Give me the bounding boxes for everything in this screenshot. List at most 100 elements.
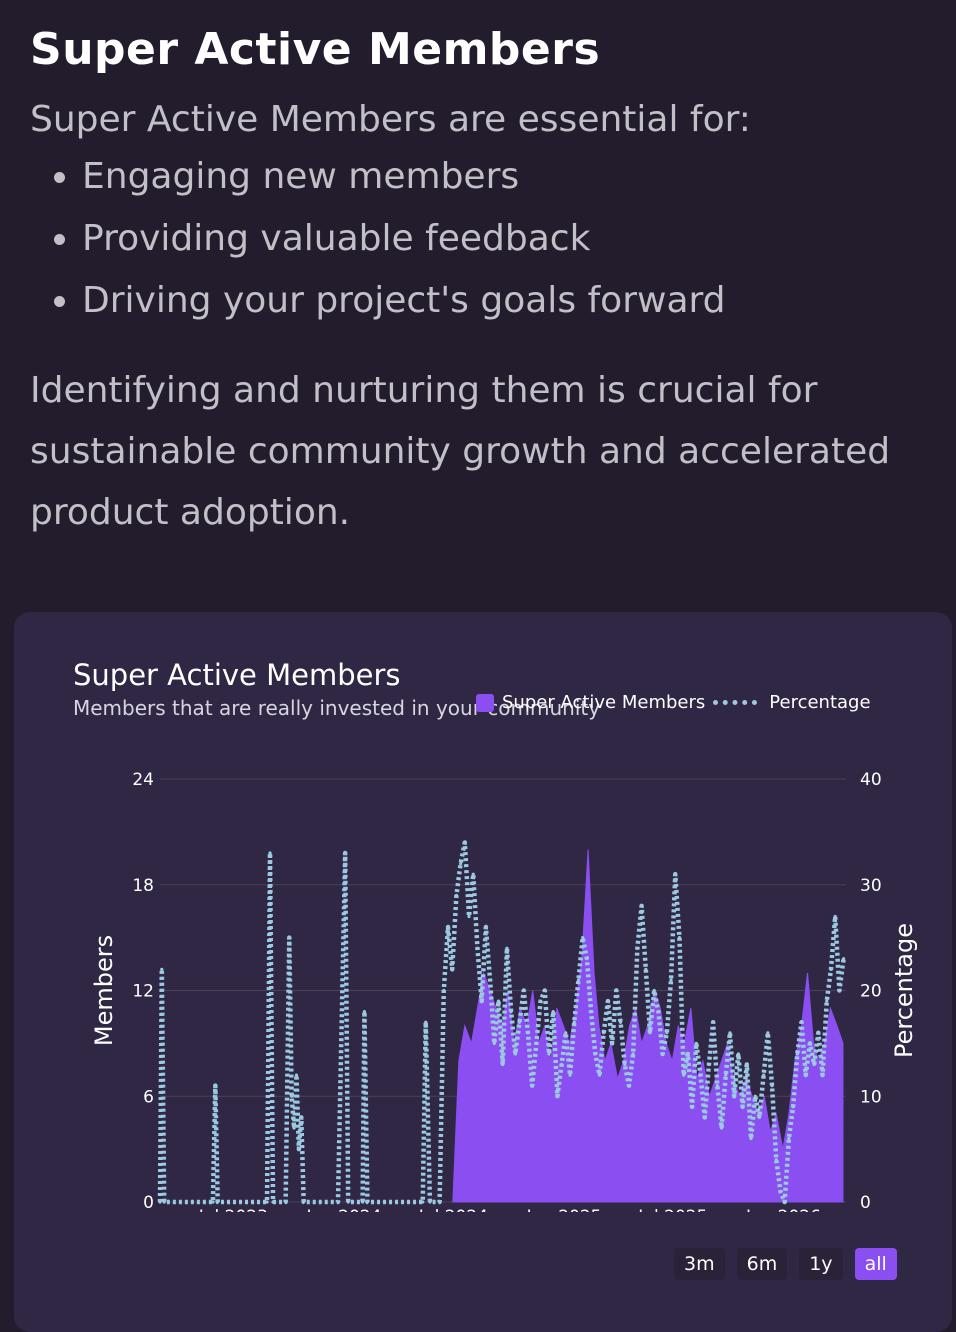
list-item: Driving your project's goals forward bbox=[82, 270, 930, 332]
x-tick-label: Jul 2023 bbox=[198, 1207, 268, 1212]
percentage-point bbox=[829, 967, 833, 971]
percentage-point bbox=[505, 946, 509, 950]
percentage-point bbox=[454, 893, 459, 897]
percentage-point bbox=[724, 1073, 728, 1077]
percentage-point bbox=[770, 1084, 774, 1088]
percentage-point bbox=[719, 1126, 724, 1130]
percentage-point bbox=[602, 1031, 606, 1035]
percentage-point bbox=[450, 967, 454, 971]
x-tick-label: Jan 2024 bbox=[306, 1207, 382, 1212]
percentage-point bbox=[597, 1073, 602, 1077]
range-button-all[interactable]: all bbox=[854, 1248, 897, 1280]
range-button-3m[interactable]: 3m bbox=[674, 1248, 725, 1280]
legend-label-percentage[interactable]: Percentage bbox=[769, 692, 871, 713]
percentage-point bbox=[292, 1126, 296, 1130]
intro-paragraph: Identifying and nurturing them is crucia… bbox=[30, 370, 891, 533]
percentage-point bbox=[576, 978, 581, 982]
percentage-point bbox=[703, 1115, 707, 1119]
percentage-point bbox=[162, 1200, 166, 1204]
percentage-point bbox=[728, 1031, 732, 1035]
list-item: Engaging new members bbox=[82, 146, 930, 208]
percentage-point bbox=[648, 1031, 652, 1035]
percentage-point bbox=[812, 1062, 816, 1067]
percentage-point bbox=[213, 1084, 217, 1088]
range-button-6m[interactable]: 6m bbox=[736, 1248, 788, 1280]
percentage-point bbox=[437, 1200, 442, 1204]
percentage-point bbox=[816, 1031, 820, 1035]
percentage-point bbox=[471, 872, 475, 876]
legend-label-members[interactable]: Super Active Members bbox=[502, 692, 706, 713]
percentage-point bbox=[459, 862, 463, 866]
percentage-point bbox=[837, 988, 841, 993]
percentage-point bbox=[791, 1105, 795, 1109]
chart-area: 0 6 12 18 24 0 10 20 30 40 Jul 2023 Jan 2024 Jul 202… bbox=[90, 770, 918, 1212]
percentage-point bbox=[825, 999, 829, 1003]
percentage-point bbox=[682, 1073, 686, 1077]
percentage-point bbox=[736, 1052, 740, 1056]
percentage-point bbox=[656, 1010, 661, 1014]
percentage-point bbox=[606, 999, 610, 1003]
percentage-point bbox=[343, 851, 347, 855]
percentage-point bbox=[762, 1073, 766, 1077]
percentage-point bbox=[158, 1200, 162, 1204]
percentage-point bbox=[551, 1010, 555, 1014]
percentage-point bbox=[635, 946, 639, 950]
percentage-point bbox=[211, 1200, 215, 1204]
percentage-point bbox=[538, 999, 543, 1003]
percentage-point bbox=[753, 1094, 757, 1098]
range-button-1y[interactable]: 1y bbox=[799, 1248, 843, 1280]
x-tick-label: Jan 2026 bbox=[745, 1207, 821, 1212]
legend-swatch-line[interactable] bbox=[713, 700, 758, 705]
percentage-point bbox=[589, 1010, 593, 1014]
chart-legend: Super Active Members Percentage bbox=[476, 692, 871, 713]
y2-tick-label: 0 bbox=[860, 1193, 871, 1212]
percentage-point bbox=[555, 1094, 560, 1098]
percentage-point bbox=[627, 1084, 631, 1088]
chart-card: 0 6 12 18 24 0 10 20 30 40 Jul 2023 Jan 2024 Jul 202… bbox=[14, 612, 952, 1332]
percentage-point bbox=[361, 1200, 365, 1204]
percentage-point bbox=[694, 1041, 698, 1045]
percentage-point bbox=[715, 1084, 719, 1088]
y-tick-label: 12 bbox=[132, 982, 154, 1002]
percentage-point bbox=[265, 1200, 269, 1204]
percentage-point bbox=[294, 1073, 299, 1077]
percentage-point bbox=[686, 1052, 690, 1056]
legend-swatch-bars[interactable] bbox=[476, 693, 494, 712]
percentage-point bbox=[610, 1041, 614, 1045]
percentage-point bbox=[804, 1073, 808, 1077]
percentage-point bbox=[560, 1062, 564, 1067]
percentage-point bbox=[568, 1073, 572, 1077]
chart-subtitle: Members that are really invested in your… bbox=[73, 696, 601, 720]
percentage-point bbox=[424, 1020, 428, 1024]
y2-tick-label: 20 bbox=[860, 982, 882, 1002]
percentage-point bbox=[297, 1147, 301, 1151]
percentage-point bbox=[362, 1010, 367, 1014]
percentage-point bbox=[428, 1200, 432, 1204]
percentage-point bbox=[287, 936, 291, 940]
percentage-point bbox=[513, 1052, 517, 1056]
percentage-point bbox=[467, 914, 471, 919]
percentage-point bbox=[543, 988, 547, 993]
percentage-point bbox=[833, 914, 837, 919]
percentage-point bbox=[808, 1041, 812, 1045]
percentage-point bbox=[271, 1200, 275, 1204]
percentage-point bbox=[661, 1052, 665, 1056]
y-tick-label: 18 bbox=[132, 876, 154, 896]
x-tick-label: Jul 2025 bbox=[637, 1207, 707, 1212]
percentage-point bbox=[290, 1094, 294, 1098]
percentage-point bbox=[585, 957, 589, 961]
percentage-point bbox=[614, 988, 618, 993]
percentage-point bbox=[475, 946, 480, 950]
percentage-point bbox=[707, 1062, 711, 1067]
y2-tick-label: 40 bbox=[860, 770, 882, 790]
percentage-point bbox=[732, 1094, 736, 1098]
percentage-point bbox=[778, 1189, 783, 1194]
percentage-point bbox=[581, 936, 585, 940]
percentage-point bbox=[749, 1136, 753, 1141]
intro-lead: Super Active Members are essential for: bbox=[30, 99, 751, 140]
percentage-point bbox=[572, 1020, 576, 1024]
range-selector: 3m 6m 1y all bbox=[674, 1248, 897, 1280]
percentage-point bbox=[673, 872, 677, 876]
benefits-list: Engaging new members Providing valuable … bbox=[30, 146, 930, 332]
x-tick-label: Jul 2024 bbox=[418, 1207, 488, 1212]
